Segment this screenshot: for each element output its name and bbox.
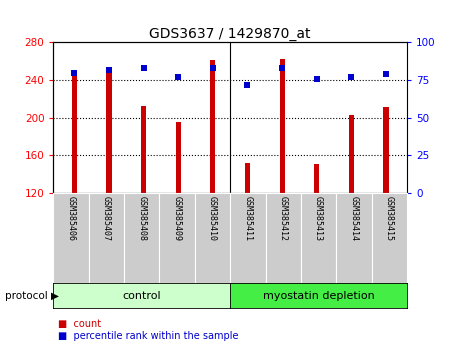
Bar <box>176 122 181 193</box>
Point <box>209 65 217 71</box>
Text: GSM385406: GSM385406 <box>66 196 76 241</box>
Title: GDS3637 / 1429870_at: GDS3637 / 1429870_at <box>149 28 311 41</box>
Text: ■  count: ■ count <box>58 319 101 329</box>
Text: myostatin depletion: myostatin depletion <box>263 291 374 301</box>
Bar <box>210 60 215 193</box>
Point <box>382 71 390 77</box>
Text: ■  percentile rank within the sample: ■ percentile rank within the sample <box>58 331 239 341</box>
Point <box>140 65 147 71</box>
Text: GSM385412: GSM385412 <box>279 196 288 241</box>
Point <box>174 74 182 80</box>
Bar <box>141 107 146 193</box>
Text: GSM385409: GSM385409 <box>173 196 182 241</box>
Text: control: control <box>122 291 161 301</box>
Bar <box>349 115 354 193</box>
Point <box>244 82 251 87</box>
Bar <box>106 72 112 193</box>
Bar <box>384 107 389 193</box>
Text: protocol ▶: protocol ▶ <box>5 291 59 301</box>
Text: GSM385408: GSM385408 <box>137 196 146 241</box>
Point <box>71 70 78 75</box>
Bar <box>245 163 250 193</box>
Point <box>105 67 113 73</box>
Text: GSM385413: GSM385413 <box>314 196 323 241</box>
Bar <box>279 59 285 193</box>
Text: GSM385415: GSM385415 <box>385 196 394 241</box>
Point <box>348 74 355 80</box>
Point <box>313 76 320 81</box>
Bar <box>72 74 77 193</box>
Point <box>279 65 286 71</box>
Text: GSM385410: GSM385410 <box>208 196 217 241</box>
Text: GSM385411: GSM385411 <box>243 196 252 241</box>
Bar <box>314 164 319 193</box>
Text: GSM385407: GSM385407 <box>102 196 111 241</box>
Text: GSM385414: GSM385414 <box>349 196 359 241</box>
